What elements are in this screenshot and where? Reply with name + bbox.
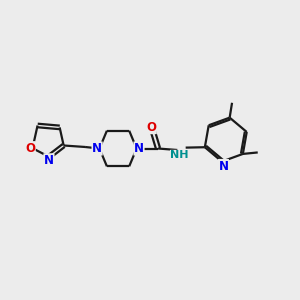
Text: N: N <box>44 154 54 167</box>
Text: N: N <box>218 160 228 172</box>
Text: O: O <box>146 121 156 134</box>
Text: O: O <box>25 142 35 155</box>
Text: NH: NH <box>170 150 189 160</box>
Text: N: N <box>92 142 102 155</box>
Text: N: N <box>134 142 144 155</box>
